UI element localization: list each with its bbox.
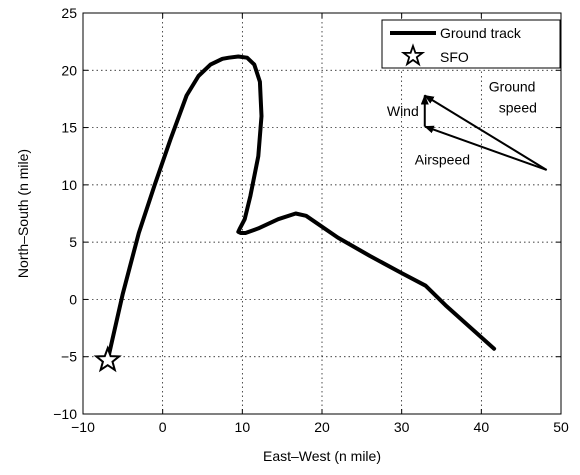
legend-star-icon (400, 43, 426, 67)
y-tick-label: 25 (61, 5, 77, 21)
y-tick-labels: −10 −5 0 5 10 15 20 25 (53, 5, 77, 422)
plot-frame (82, 12, 562, 415)
y-tick-label: 10 (61, 177, 77, 193)
wind-label: Wind (387, 103, 419, 119)
x-tick-label: −10 (71, 419, 95, 435)
grid-lines (83, 13, 561, 414)
axis-ticks (82, 12, 562, 415)
airspeed-label: Airspeed (415, 151, 470, 167)
y-tick-label: 0 (69, 291, 77, 307)
sfo-star (93, 345, 122, 373)
y-tick-label: −10 (53, 406, 77, 422)
x-tick-label: 0 (159, 419, 167, 435)
ground-speed-label-line1: Ground (489, 78, 536, 94)
x-tick-labels: −10 0 10 20 30 40 50 (71, 419, 569, 435)
ground-track-line (105, 54, 497, 363)
x-tick-label: 40 (474, 419, 490, 435)
x-axis-label: East–West (n mile) (263, 448, 381, 464)
y-tick-label: 15 (61, 120, 77, 136)
y-tick-label: 5 (69, 234, 77, 250)
y-axis-label: North–South (n mile) (15, 149, 31, 278)
x-tick-label: 20 (314, 419, 330, 435)
x-tick-label: 10 (235, 419, 251, 435)
vector-arrow (423, 125, 547, 171)
legend: Ground track SFO (381, 19, 561, 69)
x-tick-label: 50 (553, 419, 569, 435)
x-tick-label: 30 (394, 419, 410, 435)
legend-star-sample (400, 43, 426, 67)
y-tick-label: 20 (61, 62, 77, 78)
legend-label-ground-track: Ground track (440, 25, 522, 41)
vector-arrow (423, 94, 548, 171)
velocity-vectors (420, 94, 548, 171)
ground-speed-label-line2: speed (499, 99, 537, 115)
sfo-star-marker (93, 345, 122, 373)
y-tick-label: −5 (61, 349, 77, 365)
legend-label-sfo: SFO (440, 49, 469, 65)
